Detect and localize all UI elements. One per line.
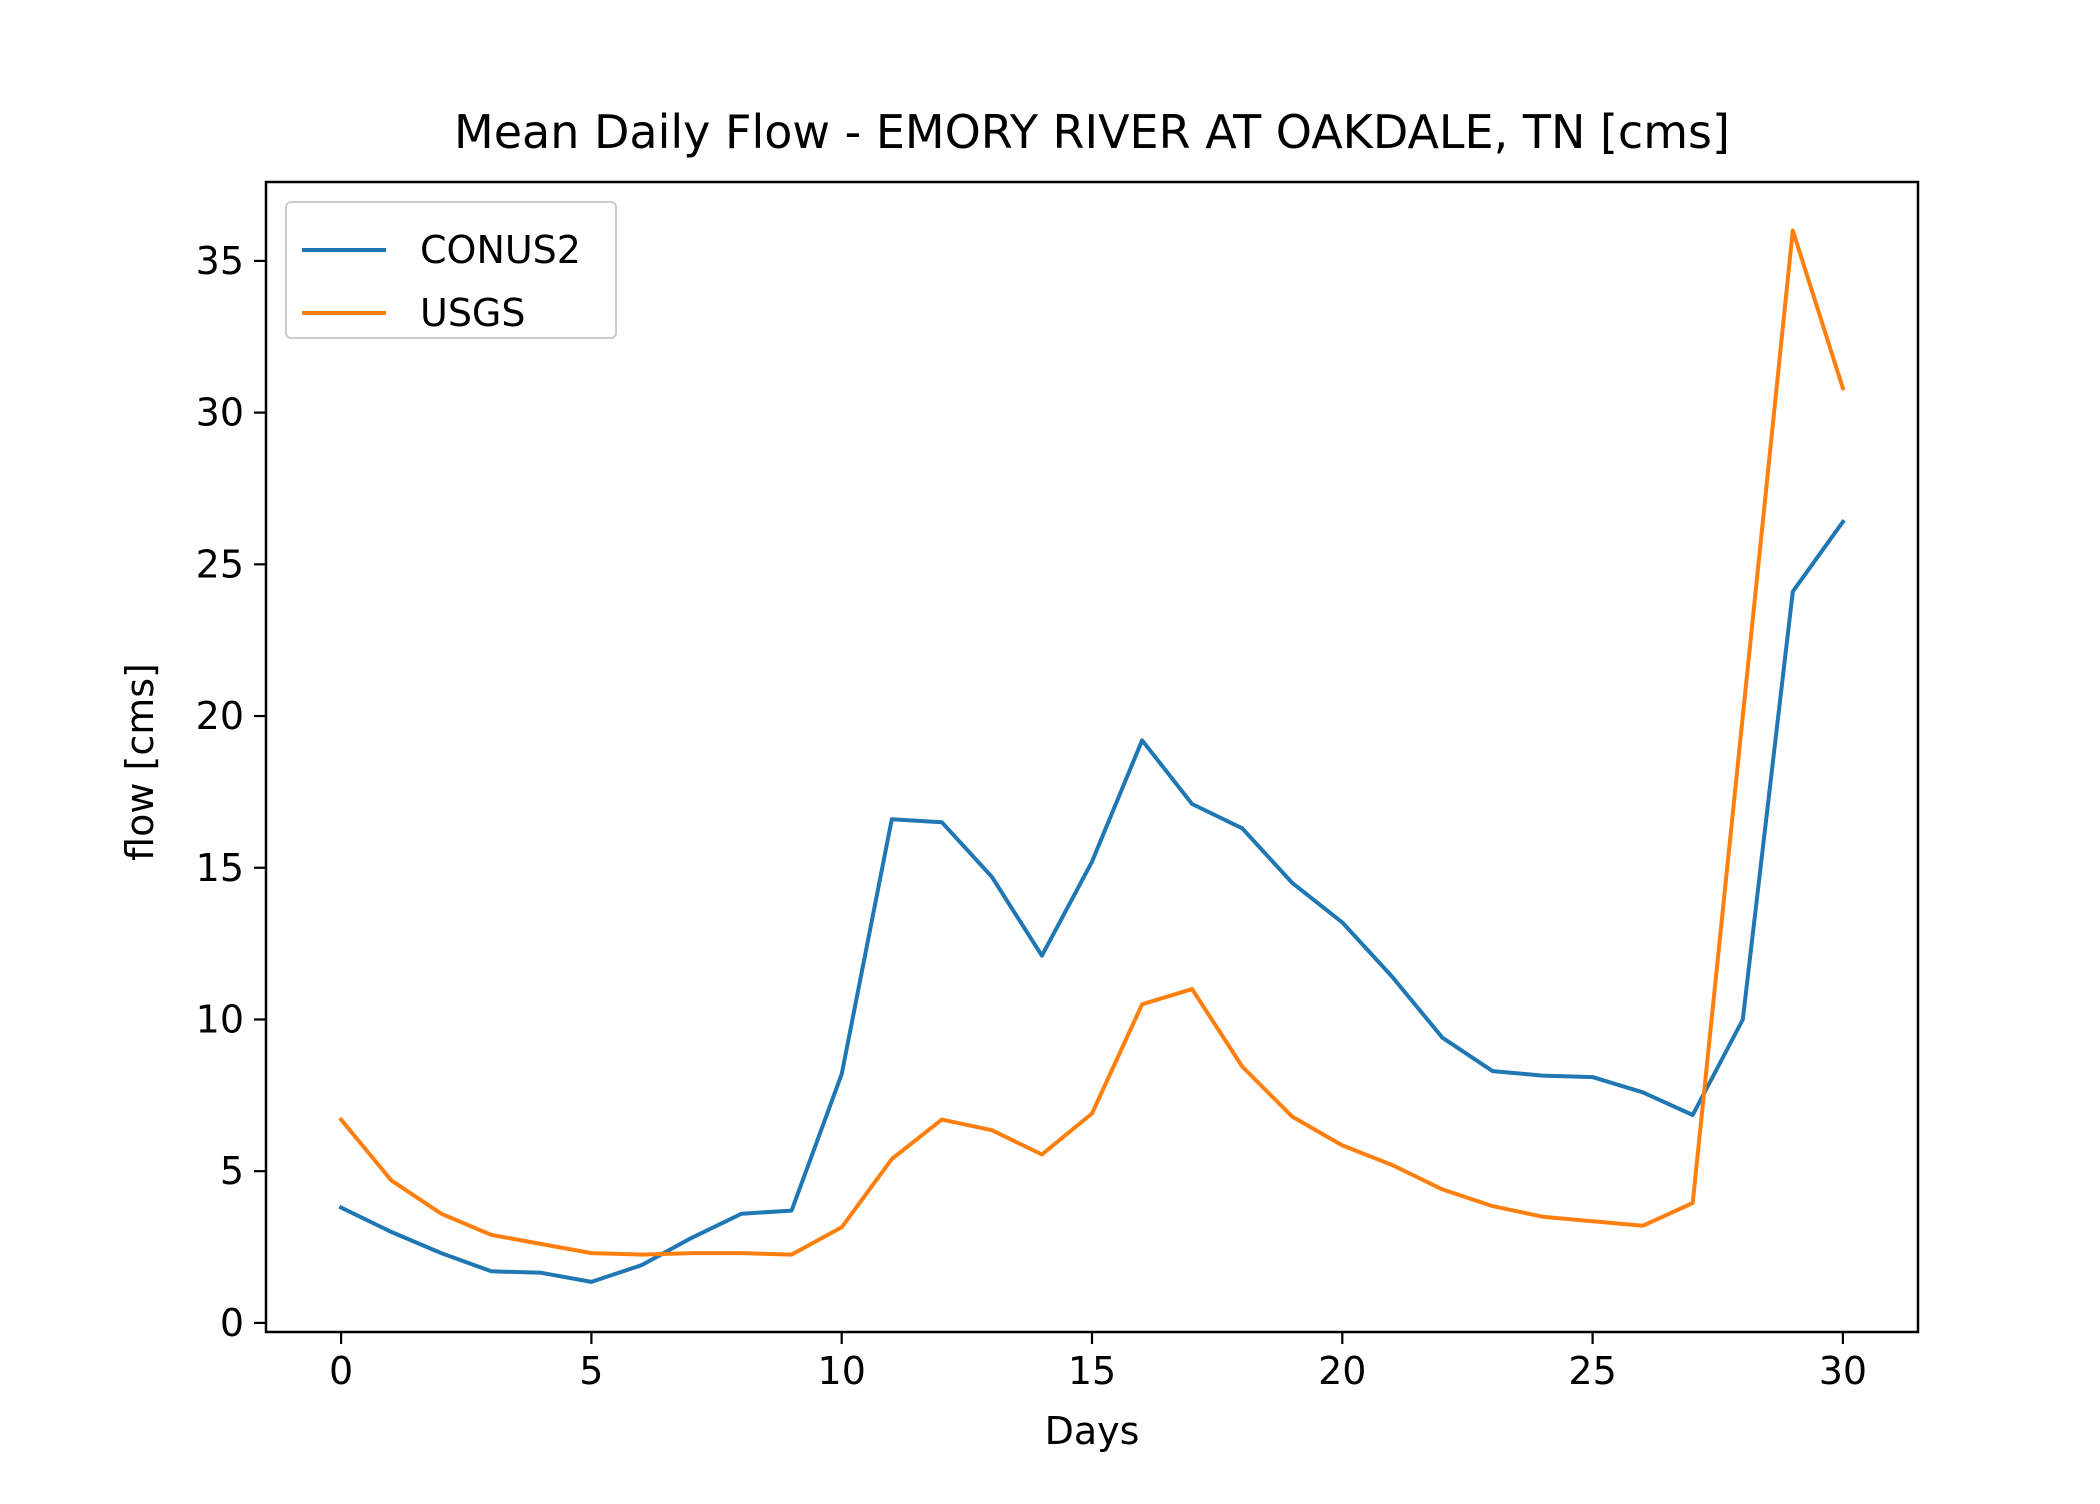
x-tick-label: 10: [818, 1349, 866, 1393]
y-tick-label: 25: [196, 542, 244, 586]
axes-layer: 0 5 10 15 20 25 30 0 5 10 15 20 25 30 35: [196, 239, 1867, 1393]
x-tick-label: 20: [1318, 1349, 1366, 1393]
chart-title: Mean Daily Flow - EMORY RIVER AT OAKDALE…: [454, 105, 1730, 159]
y-tick-label: 15: [196, 846, 244, 890]
series-layer: [338, 228, 1846, 1284]
x-axis-label: Days: [1045, 1409, 1140, 1453]
x-tick-label: 30: [1819, 1349, 1867, 1393]
legend-box: [285, 201, 617, 339]
legend: CONUS2 USGS: [285, 201, 617, 339]
y-tick-label: 30: [196, 391, 244, 435]
y-tick-label: 20: [196, 694, 244, 738]
x-tick-label: 25: [1568, 1349, 1616, 1393]
y-axis-label: flow [cms]: [118, 663, 162, 861]
y-tick-label: 10: [196, 997, 244, 1041]
x-tick-label: 0: [329, 1349, 353, 1393]
x-tick-label: 15: [1068, 1349, 1116, 1393]
plot-frame: [264, 180, 1920, 1334]
y-tick-label: 35: [196, 239, 244, 283]
y-tick-label: 5: [220, 1149, 244, 1193]
series-line-usgs: [338, 228, 1846, 1257]
series-line-conus2: [338, 519, 1846, 1284]
y-tick-label: 0: [220, 1301, 244, 1345]
x-tick-label: 5: [579, 1349, 603, 1393]
legend-label: CONUS2: [420, 228, 581, 272]
legend-label: USGS: [420, 291, 526, 335]
